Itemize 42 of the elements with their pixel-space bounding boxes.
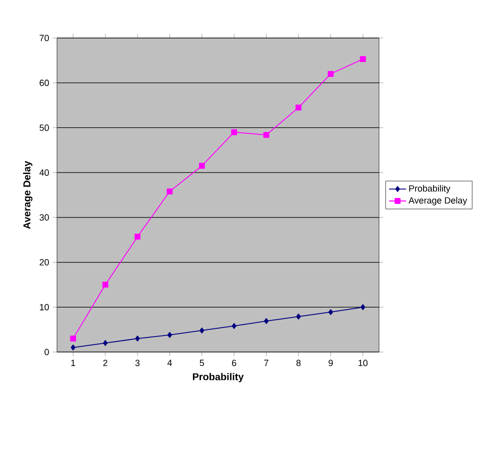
point (328, 309, 334, 316)
point (296, 104, 302, 110)
x-tick-label: 5 (200, 360, 204, 366)
point (70, 336, 76, 342)
point (102, 282, 108, 288)
y-axis-title: Average Delay (23, 160, 32, 229)
point (263, 132, 270, 138)
point (360, 56, 366, 62)
y-tick-label: 40 (39, 169, 49, 176)
y-tick-label: 30 (40, 214, 49, 221)
y-tick-label: 70 (40, 34, 49, 42)
x-tick-label: 8 (296, 360, 301, 366)
y-tick-label: 0 (44, 348, 49, 356)
point (135, 336, 140, 342)
legend-label: Probability (409, 185, 450, 194)
x-tick-label: 9 (328, 360, 333, 366)
point (231, 129, 238, 136)
x-tick-label: 4 (167, 360, 172, 366)
x-tick-label: 10 (358, 360, 368, 366)
y-tick-label: 50 (40, 124, 49, 131)
x-tick-label: 3 (135, 360, 140, 366)
y-tick-label: 10 (40, 304, 49, 310)
y-tick-label: 60 (40, 80, 49, 86)
point (296, 314, 301, 320)
x-tick-label: 6 (232, 360, 236, 366)
x-tick-label: 2 (103, 360, 108, 366)
point (134, 234, 140, 240)
point (102, 340, 108, 346)
point (200, 328, 204, 334)
x-axis-title: Probability (192, 372, 244, 382)
point (198, 162, 205, 169)
point (232, 323, 236, 329)
x-tick-label: 1 (71, 360, 76, 366)
x-tick-label: 7 (264, 360, 268, 366)
point (167, 332, 172, 338)
legend-label: Average Delay (408, 196, 468, 206)
y-tick-label: 20 (40, 259, 49, 266)
point (328, 70, 334, 77)
point (360, 304, 366, 310)
point (264, 318, 269, 324)
point (70, 344, 76, 350)
point (166, 188, 173, 194)
